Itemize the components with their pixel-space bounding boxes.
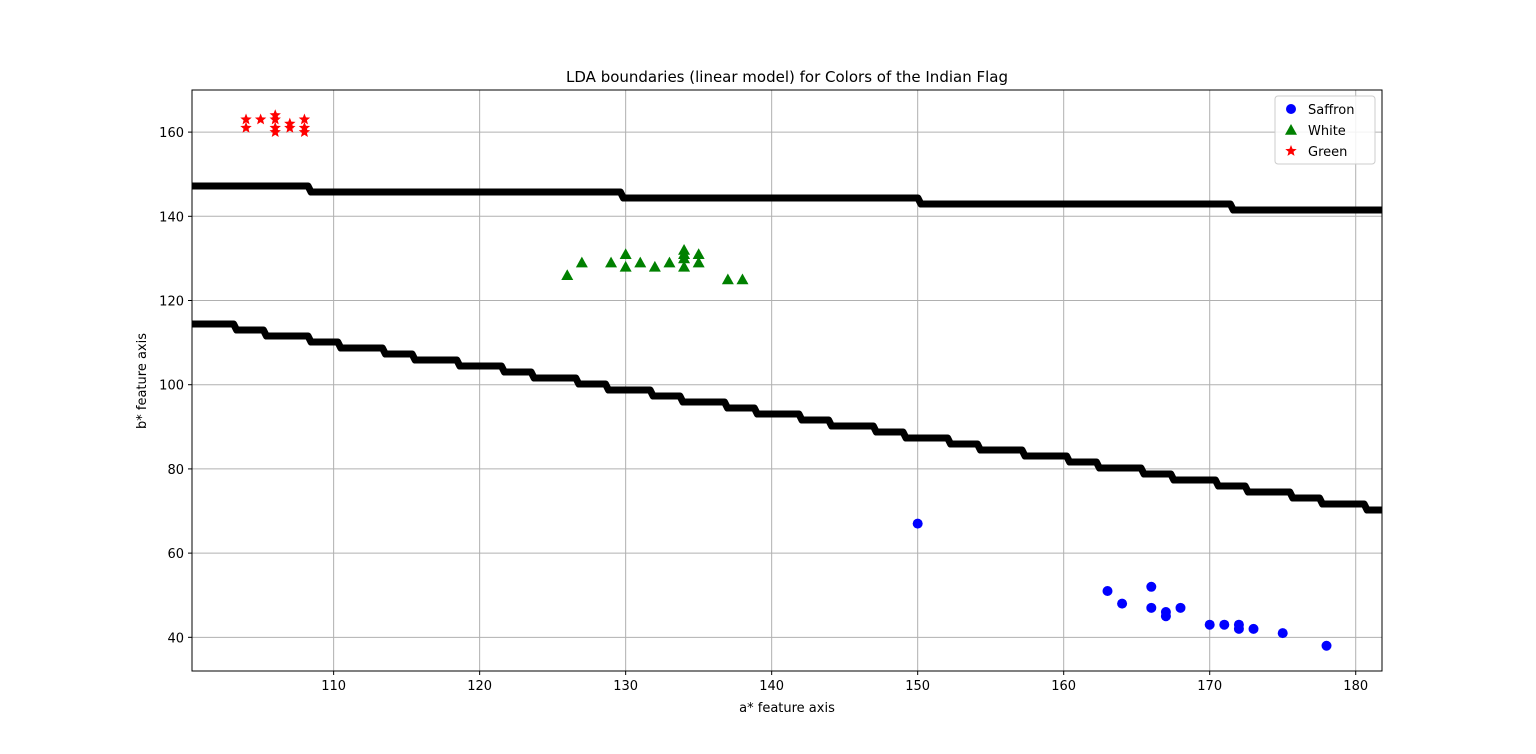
chart-title: LDA boundaries (linear model) for Colors… (566, 68, 1008, 86)
decision-boundary-line (192, 182, 1382, 214)
saffron-point (1146, 581, 1157, 592)
white-point (575, 256, 588, 268)
white-point (678, 260, 691, 272)
y-tick-label: 60 (167, 547, 184, 562)
green-point (254, 113, 267, 125)
plot-area (192, 90, 1382, 671)
y-tick-label: 120 (159, 295, 184, 310)
x-tick-label: 140 (759, 679, 784, 694)
saffron-point (1248, 623, 1259, 634)
series-white (561, 243, 749, 285)
white-point (648, 260, 661, 272)
saffron-point (1117, 598, 1128, 609)
saffron-point (1321, 640, 1332, 651)
grid-lines (192, 90, 1382, 671)
legend-label: Saffron (1308, 103, 1354, 118)
decision-boundary-line (192, 320, 1382, 514)
green-point (240, 121, 252, 133)
x-axis-label: a* feature axis (739, 701, 835, 716)
white-point (561, 269, 574, 281)
legend-item-saffron: Saffron (1286, 103, 1354, 118)
x-tick-label: 120 (467, 679, 492, 694)
white-point (605, 256, 618, 268)
x-tick-label: 150 (905, 679, 930, 694)
y-tick-label: 80 (167, 463, 184, 478)
saffron-point (912, 518, 923, 529)
legend-label: White (1308, 124, 1346, 139)
x-tick-label: 110 (321, 679, 346, 694)
saffron-point (1233, 623, 1244, 634)
saffron-point (1277, 628, 1288, 639)
legend-label: Green (1308, 145, 1347, 160)
saffron-point (1160, 611, 1171, 622)
green-point (240, 113, 252, 125)
green-point (284, 121, 296, 133)
saffron-point (1219, 619, 1230, 630)
plot-frame (191, 89, 1383, 672)
x-tick-label: 160 (1051, 679, 1076, 694)
legend-marker-white (1285, 124, 1297, 135)
x-tick-label: 130 (613, 679, 638, 694)
legend-marker-saffron (1286, 104, 1296, 114)
saffron-point (1146, 602, 1157, 613)
x-tick-label: 170 (1197, 679, 1222, 694)
white-point (721, 273, 734, 285)
white-point (663, 256, 676, 268)
green-point (269, 126, 281, 137)
decision-boundaries (192, 182, 1382, 514)
white-point (634, 256, 647, 268)
saffron-point (1175, 602, 1186, 613)
white-point (692, 256, 705, 268)
y-axis-label: b* feature axis (135, 333, 150, 429)
y-tick-label: 140 (159, 210, 184, 225)
legend-box (1274, 95, 1376, 165)
y-tick-label: 160 (159, 126, 184, 141)
y-tick-label: 40 (167, 631, 184, 646)
white-point (736, 273, 749, 285)
white-point (692, 248, 705, 259)
data-points (240, 109, 1332, 651)
axis-ticks: 110 120 130 140 150 160 170 180 40 60 80 100 120 140 1… (159, 126, 1368, 694)
green-point (269, 113, 281, 125)
green-point (298, 113, 311, 125)
saffron-point (1204, 619, 1215, 630)
legend-item-green: Green (1285, 145, 1347, 160)
legend: Saffron White Green (1274, 95, 1376, 165)
legend-item-white: White (1285, 124, 1346, 139)
green-point (298, 126, 311, 137)
white-point (619, 248, 632, 259)
white-point (678, 252, 691, 264)
white-point (619, 260, 632, 272)
y-tick-label: 100 (159, 379, 184, 394)
x-tick-label: 180 (1343, 679, 1368, 694)
saffron-point (1102, 586, 1113, 597)
series-saffron (912, 518, 1332, 651)
legend-marker-green (1285, 145, 1297, 156)
series-green (240, 109, 311, 137)
